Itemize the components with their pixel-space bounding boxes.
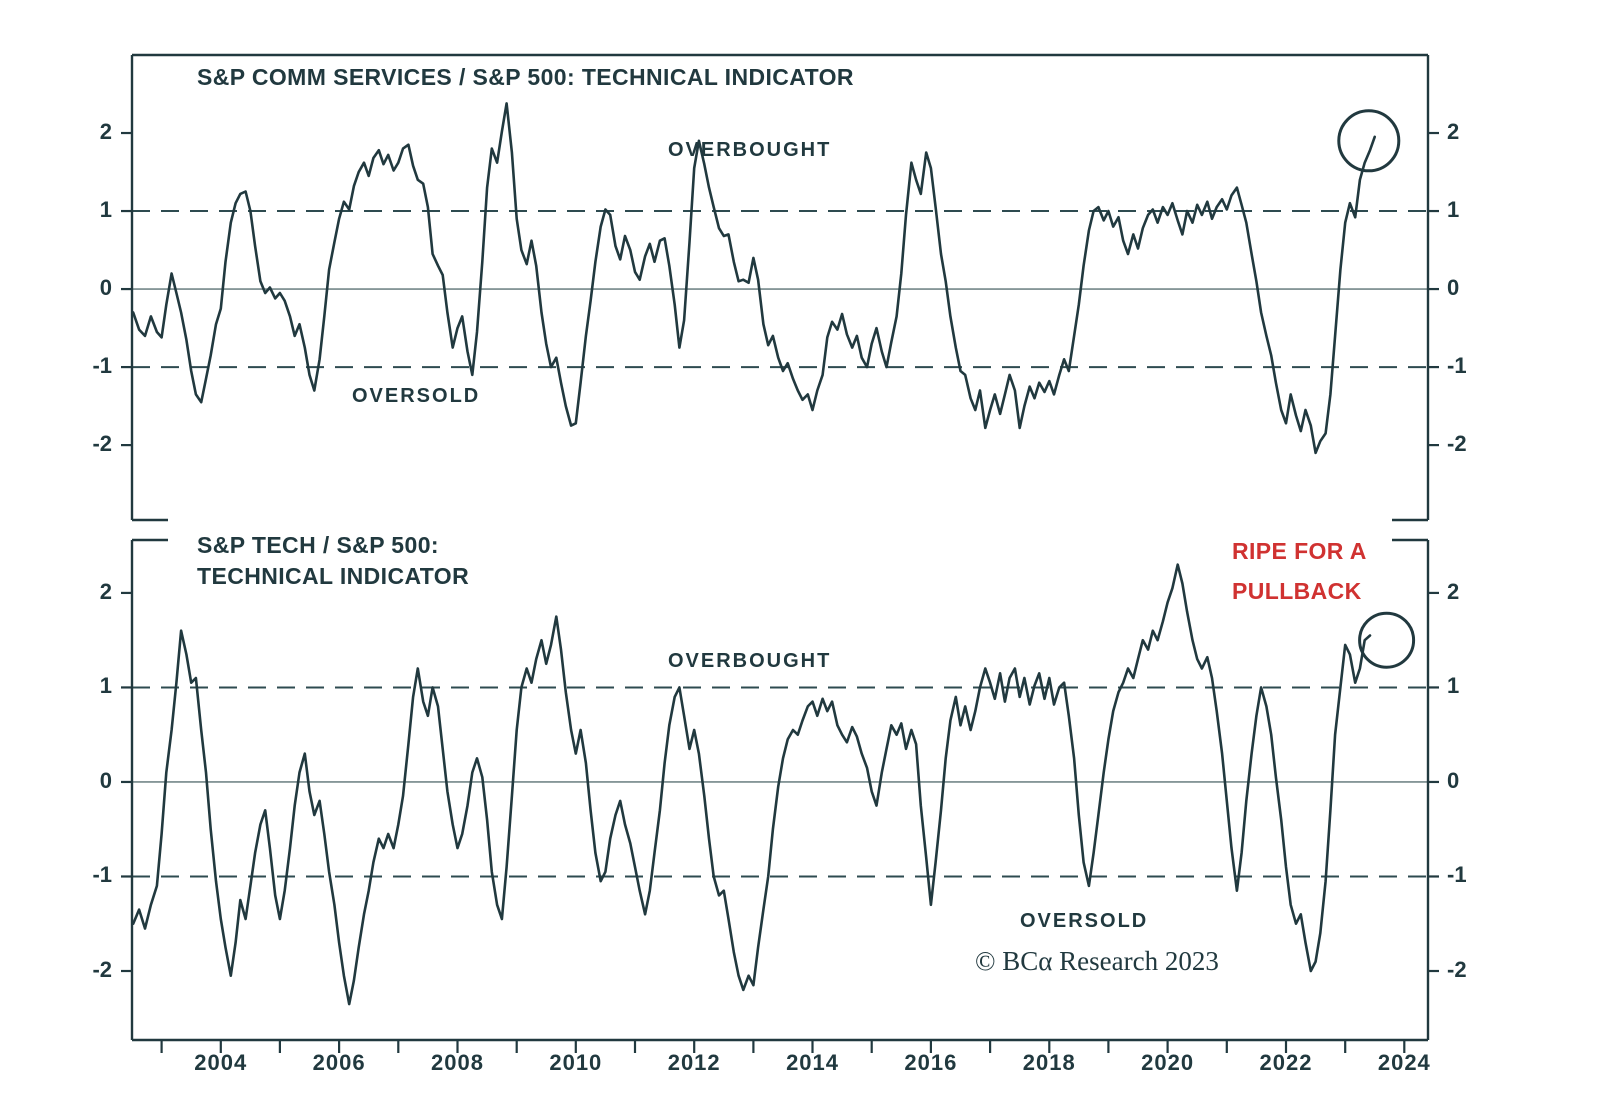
y-tick-label: 2 <box>1447 578 1460 604</box>
y-tick-label: 1 <box>99 673 112 699</box>
panel1-title: S&P COMM SERVICES / S&P 500: TECHNICAL I… <box>197 64 854 90</box>
y-tick-label: 0 <box>99 767 112 793</box>
copyright: © BCα Research 2023 <box>975 946 1219 976</box>
panel2-oversold-label: OVERSOLD <box>1020 910 1149 932</box>
x-tick-label: 2010 <box>549 1050 603 1075</box>
y-tick-label: 2 <box>99 119 112 145</box>
x-tick-label: 2020 <box>1141 1050 1195 1075</box>
x-tick-label: 2006 <box>312 1050 366 1075</box>
y-tick-label: -2 <box>92 431 112 457</box>
x-tick-label: 2008 <box>430 1050 484 1075</box>
y-tick-label: -1 <box>92 862 112 888</box>
panel2-title-line1: S&P TECH / S&P 500: <box>197 532 439 558</box>
x-tick-label: 2012 <box>667 1050 721 1075</box>
panel1-overbought-label: OVERBOUGHT <box>668 139 832 161</box>
y-tick-label: -1 <box>1447 862 1467 888</box>
panel2-overbought-label: OVERBOUGHT <box>668 650 832 672</box>
x-tick-label: 2018 <box>1022 1050 1076 1075</box>
y-tick-label: 0 <box>1447 275 1460 301</box>
y-tick-label: 0 <box>1447 767 1460 793</box>
x-tick-label: 2016 <box>904 1050 958 1075</box>
panel1-oversold-label: OVERSOLD <box>352 385 481 407</box>
x-tick-label: 2024 <box>1377 1050 1431 1075</box>
x-tick-label: 2014 <box>786 1050 840 1075</box>
y-tick-label: 2 <box>1447 119 1460 145</box>
x-tick-label: 2004 <box>194 1050 248 1075</box>
y-tick-label: -2 <box>1447 957 1467 982</box>
y-tick-label: 2 <box>99 578 112 604</box>
pullback-annotation-line2: PULLBACK <box>1232 578 1362 604</box>
panel2-title: S&P TECH / S&P 500: TECHNICAL INDICATOR <box>197 530 469 592</box>
y-tick-label: 1 <box>99 197 112 223</box>
y-tick-label: 1 <box>1447 673 1460 699</box>
x-tick-label: 2022 <box>1259 1050 1313 1075</box>
y-tick-label: -1 <box>1447 353 1467 379</box>
panel2-title-line2: TECHNICAL INDICATOR <box>197 563 470 589</box>
y-tick-label: 1 <box>1447 197 1460 223</box>
y-tick-label: -2 <box>92 957 112 982</box>
y-tick-label: -1 <box>92 353 112 379</box>
pullback-annotation-line1: RIPE FOR A <box>1232 538 1367 564</box>
pullback-annotation: RIPE FOR A PULLBACK <box>1232 531 1367 611</box>
y-tick-label: 0 <box>99 275 112 301</box>
y-tick-label: -2 <box>1447 431 1467 457</box>
